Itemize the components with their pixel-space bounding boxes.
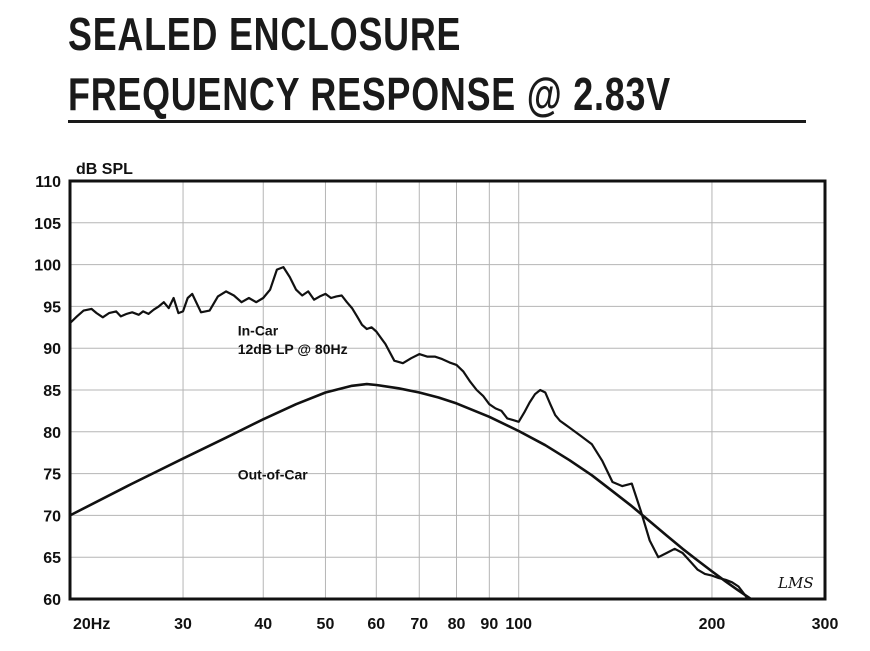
y-tick-label-100: 100	[34, 258, 61, 275]
x-tick-label-300: 300	[812, 616, 839, 633]
x-tick-label-50: 50	[317, 616, 335, 633]
y-tick-labels: 60 65 70 75 80 85 90 95 100 105 110	[34, 174, 61, 609]
signature-mark: LMS	[777, 574, 814, 592]
x-tick-label-60: 60	[367, 616, 385, 633]
x-tick-label-40: 40	[254, 616, 272, 633]
annotation-0: In-Car	[238, 323, 279, 339]
x-tick-label-70: 70	[410, 616, 428, 633]
x-tick-labels: 20Hz 30 40 50 60 70 80 90 100 200 300	[73, 616, 838, 633]
y-tick-label-90: 90	[43, 341, 61, 358]
series-line-in-car	[70, 266, 750, 599]
y-tick-label-105: 105	[34, 216, 61, 233]
y-tick-label-70: 70	[43, 508, 61, 525]
chart-annotations: In-Car 12dB LP @ 80Hz Out-of-Car	[238, 323, 348, 483]
y-tick-label-60: 60	[43, 592, 61, 609]
plot-frame	[68, 179, 827, 601]
chart-title-line-1: SEALED ENCLOSURE	[68, 8, 462, 60]
y-tick-label-75: 75	[43, 467, 61, 484]
x-tick-label-200: 200	[699, 616, 726, 633]
y-tick-label-95: 95	[43, 299, 61, 316]
annotation-2: Out-of-Car	[238, 466, 309, 482]
y-axis-label: dB SPL	[76, 161, 133, 178]
y-tick-label-110: 110	[35, 174, 61, 191]
chart-grid	[69, 180, 826, 600]
y-tick-label-65: 65	[43, 550, 61, 567]
x-tick-label-80: 80	[448, 616, 466, 633]
x-tick-label-90: 90	[480, 616, 498, 633]
y-tick-label-80: 80	[43, 425, 61, 442]
x-tick-label-20: 20Hz	[73, 616, 110, 633]
x-tick-label-100: 100	[505, 616, 532, 633]
annotation-1: 12dB LP @ 80Hz	[238, 341, 348, 357]
y-tick-label-85: 85	[43, 383, 61, 400]
chart-curves	[70, 266, 754, 599]
chart-title-line-2: FREQUENCY RESPONSE @ 2.83V	[68, 68, 671, 120]
series-line-out-of-car	[70, 382, 754, 599]
title-underline	[68, 120, 806, 123]
chart-title: SEALED ENCLOSURE FREQUENCY RESPONSE @ 2.…	[68, 4, 808, 124]
x-tick-label-30: 30	[174, 616, 192, 633]
